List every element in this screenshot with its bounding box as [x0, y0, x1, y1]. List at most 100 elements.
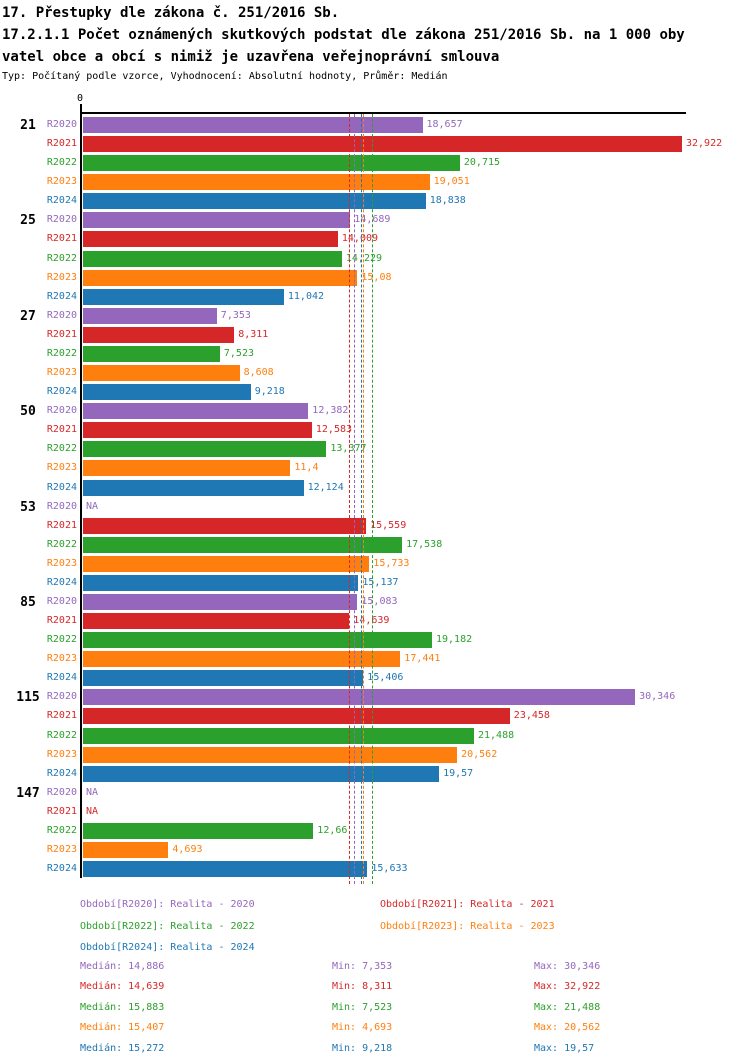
group-label: 50 [20, 404, 36, 420]
bar-value-label: 19,182 [436, 634, 473, 646]
bar-value-label: 15,406 [367, 672, 404, 684]
series-row-label: R2023 [46, 176, 77, 188]
stat-median: Medián: 15,272 [80, 1042, 165, 1054]
bar-value-label: 20,562 [461, 748, 498, 760]
series-row-label: R2021 [46, 615, 77, 627]
bar-value-label: 17,538 [406, 538, 443, 550]
legend-item: Období[R2020]: Realita - 2020 [80, 899, 255, 910]
bar-value-label: 15,137 [362, 576, 399, 588]
series-row-label: R2023 [46, 462, 77, 474]
bar [83, 117, 423, 133]
series-row-label: R2020 [46, 786, 77, 798]
stat-median: Medián: 15,407 [80, 1022, 165, 1034]
series-row-label: R2024 [46, 195, 77, 207]
chart-meta-info: Typ: Počítaný podle vzorce, Vyhodnocení:… [2, 71, 448, 82]
stat-median: Medián: 15,883 [80, 1001, 165, 1013]
bar [83, 193, 426, 210]
series-row-label: R2024 [46, 863, 77, 875]
bar-value-label: 21,488 [478, 729, 515, 741]
series-row-label: R2024 [46, 290, 77, 302]
series-row-label: R2022 [46, 634, 77, 646]
bar-value-label: 7,523 [223, 347, 254, 359]
median-reference-line [372, 114, 373, 884]
stat-min: Min: 8,311 [332, 981, 393, 993]
x-axis-zero-tick-label: 0 [76, 93, 84, 104]
bar [83, 536, 403, 553]
series-row-label: R2023 [46, 271, 77, 283]
series-row-label: R2021 [46, 710, 77, 722]
series-row-label: R2020 [46, 119, 77, 130]
bar-value-label: 23,458 [513, 710, 550, 722]
page-title: 17. Přestupky dle zákona č. 251/2016 Sb. [2, 5, 340, 21]
bar [83, 594, 358, 610]
series-row-label: R2021 [46, 424, 77, 436]
series-row-label: R2022 [46, 443, 77, 455]
bar-value-label: 12,382 [312, 405, 349, 417]
bar [83, 613, 350, 630]
bar [83, 651, 401, 668]
series-row-label: R2022 [46, 157, 77, 169]
stat-max: Max: 30,346 [534, 961, 601, 972]
bar [83, 231, 338, 248]
bar-value-label: 7,353 [220, 309, 251, 321]
series-row-label: R2024 [46, 576, 77, 588]
series-row-label: R2021 [46, 519, 77, 531]
series-row-label: R2024 [46, 672, 77, 684]
bar-value-label: 15,08 [361, 271, 392, 283]
median-reference-line [353, 114, 355, 884]
bar-value-label: 8,311 [238, 328, 269, 340]
group-label: 85 [20, 595, 36, 610]
bar-value-label: 14,009 [341, 233, 379, 245]
series-row-label: R2022 [46, 824, 77, 836]
series-row-label: R2024 [46, 386, 77, 398]
stat-median: Medián: 14,886 [80, 961, 165, 972]
series-row-label: R2023 [46, 367, 77, 379]
stat-median: Medián: 14,639 [80, 981, 165, 993]
bar [83, 326, 235, 343]
bar [83, 670, 364, 687]
bar [83, 174, 430, 191]
median-reference-line [360, 114, 362, 884]
series-row-label: R2024 [46, 481, 77, 493]
series-row-label: R2020 [46, 214, 77, 226]
bar-value-label: 18,657 [426, 119, 463, 130]
median-reference-line [349, 114, 351, 884]
bar [83, 822, 314, 839]
bar-value-label: 30,346 [639, 691, 676, 703]
bar [83, 479, 304, 496]
bar-value-label: 8,608 [243, 367, 274, 379]
bar-value-label: 19,051 [433, 176, 470, 188]
group-label: 21 [20, 118, 36, 133]
stat-min: Min: 9,218 [332, 1042, 393, 1054]
series-row-label: R2020 [46, 691, 77, 703]
bar-value-label: 32,922 [686, 138, 723, 150]
bar-value-label: 11,042 [287, 290, 325, 302]
group-label: 25 [20, 213, 36, 229]
bar-value-label: 12,66 [317, 824, 348, 836]
y-axis-line [80, 104, 82, 878]
bar-value-label: 12,583 [315, 424, 353, 436]
bar [83, 555, 370, 572]
bar [83, 632, 432, 649]
bar-value-label: 9,218 [254, 386, 285, 398]
bar-value-label: 12,124 [307, 481, 344, 493]
legend-item: Období[R2022]: Realita - 2022 [80, 920, 255, 932]
bar [83, 746, 458, 763]
stat-min: Min: 4,693 [332, 1022, 393, 1034]
page-subtitle-line2: vatel obce a obcí s nimiž je uzavřena ve… [2, 49, 500, 65]
bar [83, 517, 367, 534]
series-row-label: R2023 [46, 653, 77, 665]
bar [83, 384, 251, 401]
bar [83, 269, 358, 286]
bar [83, 250, 342, 267]
missing-value-label: NA [86, 805, 99, 817]
group-label: 115 [16, 690, 40, 706]
missing-value-label: NA [86, 500, 99, 512]
series-row-label: R2023 [46, 844, 77, 856]
bar [83, 422, 312, 439]
series-row-label: R2021 [46, 138, 77, 150]
bar [83, 212, 351, 229]
series-row-label: R2021 [46, 328, 77, 340]
series-row-label: R2021 [46, 233, 77, 245]
